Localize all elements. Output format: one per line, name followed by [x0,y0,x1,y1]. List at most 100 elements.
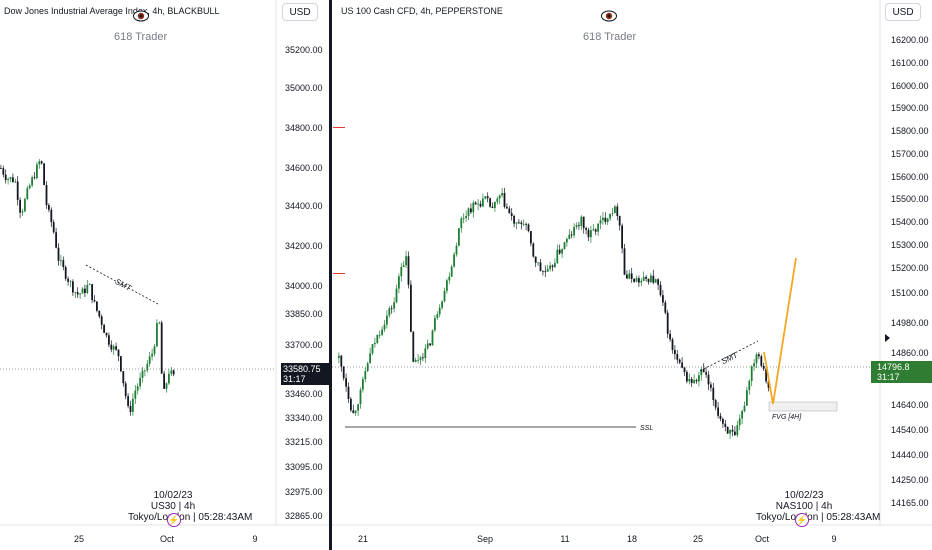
candle-body [460,218,463,229]
candle-body [525,223,527,225]
candle-body [340,355,343,367]
candle-body [717,407,719,416]
left-price-tick: 33700.00 [285,340,323,350]
left-price-tick: 34400.00 [285,201,323,211]
right-price-tick: 15600.00 [891,172,929,182]
right-last-price: 14796.8 [877,362,910,372]
candle-body [710,384,712,388]
candle-body [731,429,734,432]
candle-body [623,248,626,275]
right-time-axis: 21 Sep 11 18 25 Oct 9 [358,534,837,544]
right-currency-button[interactable]: USD [885,3,921,21]
candle-body [755,354,758,364]
alert-marker [333,273,345,274]
candle-body [698,375,700,382]
right-price-tick: 15900.00 [891,103,929,113]
right-price-tick: 14250.00 [891,475,929,485]
candle-body [163,373,165,389]
candle-body [647,278,650,283]
candle-body [705,372,707,375]
left-price-tick: 32865.00 [285,511,323,521]
right-price-tick: 14640.00 [891,400,929,410]
left-bolt-icon[interactable]: ⚡ [167,513,181,527]
candle-body [686,372,688,382]
candle-body [450,266,453,277]
candle-body [359,389,362,405]
candle-body [765,368,767,382]
left-price-tick: 33215.00 [285,437,323,447]
candle-body [414,360,417,362]
candle-body [582,216,585,229]
candle-body [122,371,125,384]
candle-body [431,330,434,346]
candle-body [693,379,695,384]
candle-body [575,225,578,228]
candle-body [479,203,482,207]
candle-body [390,308,393,310]
candle-body [563,242,566,250]
candle-body [24,199,26,212]
candle-body [470,208,472,213]
candle-body [144,370,146,372]
candle-body [681,362,683,368]
candle-body [489,198,491,207]
right-info-date: 10/02/23 [784,490,824,501]
candle-body [741,411,743,419]
candle-body [124,383,127,397]
left-price-tick: 33460.00 [285,389,323,399]
candle-body [62,260,65,268]
right-info-symbol: NAS100 | 4h [775,501,833,512]
candle-body [347,386,350,399]
candle-body [129,405,132,412]
candle-body [472,202,475,213]
candle-body [510,213,513,216]
candle-body [342,366,345,379]
candle-body [546,268,549,272]
right-price-tick: 15300.00 [891,240,929,250]
candle-body [91,284,93,301]
candle-body [554,263,556,268]
candle-body [690,378,693,384]
right-price-tick: 14860.00 [891,348,929,358]
candle-body [702,368,705,373]
candle-body [376,334,379,343]
candle-body [611,213,614,214]
candle-body [446,280,448,291]
left-time-tick: 9 [252,534,257,544]
candle-body [458,228,460,246]
candle-body [532,243,535,257]
left-price-tick: 33850.00 [285,309,323,319]
candle-body [429,343,431,346]
candle-body [79,293,81,295]
right-price-tick: 14440.00 [891,450,929,460]
right-price-tick: 15800.00 [891,126,929,136]
candle-body [57,247,60,261]
candle-body [633,278,635,282]
candle-body [506,206,508,209]
candle-body [542,270,544,272]
candle-body [750,366,753,382]
left-currency-button[interactable]: USD [282,3,318,21]
candle-body [148,356,151,364]
candle-body [597,223,599,232]
candle-body [592,229,595,231]
left-price-tick: 32975.00 [285,487,323,497]
eye-icon[interactable] [601,10,617,22]
candle-body [98,310,101,317]
candle-body [364,370,367,380]
right-price-tick: 16100.00 [891,58,929,68]
candle-body [357,404,359,411]
candle-body [438,307,441,315]
candle-body [520,222,523,225]
eye-icon[interactable] [133,10,149,22]
candle-body [544,271,547,273]
candle-body [585,228,587,230]
right-bolt-icon[interactable]: ⚡ [795,513,809,527]
candle-body [630,273,633,279]
candle-body [467,208,470,217]
candle-body [72,281,74,293]
left-smt-label: SMT [114,277,134,293]
right-price-tick: 15100.00 [891,288,929,298]
alert-marker [333,127,345,128]
